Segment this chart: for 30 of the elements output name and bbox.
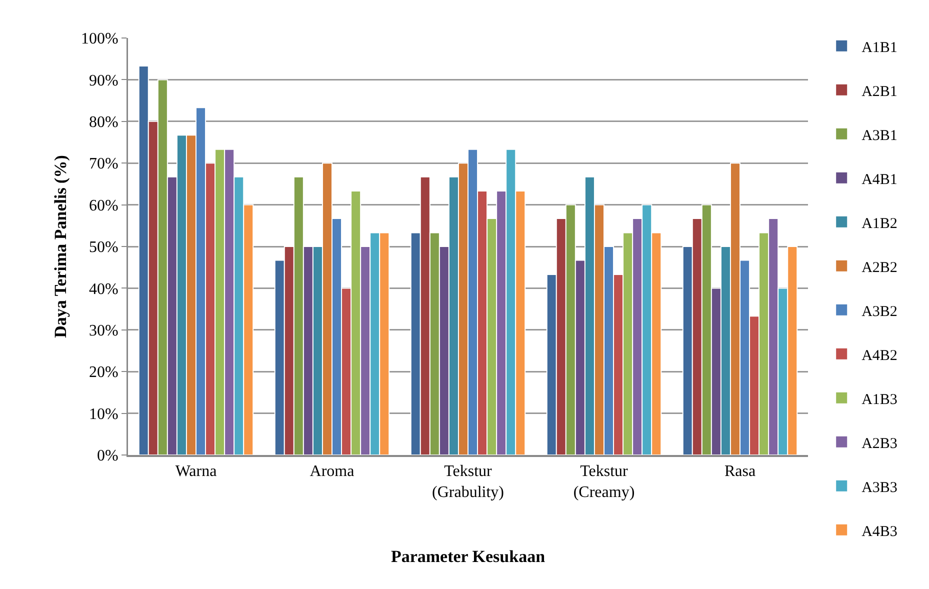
legend-label: A3B3 xyxy=(862,480,898,496)
y-tick-label: 0% xyxy=(96,448,118,465)
legend-label: A1B3 xyxy=(862,392,898,408)
legend-label: A2B2 xyxy=(862,260,898,276)
x-tick-label: Tekstur (Grabulity) xyxy=(432,463,504,501)
legend-label: A4B3 xyxy=(862,524,898,540)
y-tick-label: 80% xyxy=(88,114,118,131)
legend-label: A4B1 xyxy=(862,172,898,188)
x-axis-title: Parameter Kesukaan xyxy=(390,546,546,566)
legend-label: A1B1 xyxy=(862,40,898,56)
x-tick-label: Aroma xyxy=(310,463,354,480)
y-tick-label: 70% xyxy=(88,156,118,173)
x-tick-label: Rasa xyxy=(724,463,756,480)
legend-label: A3B2 xyxy=(862,304,898,320)
legend-label: A2B3 xyxy=(862,436,898,452)
y-tick-label: 60% xyxy=(88,197,118,214)
y-tick-label: 100% xyxy=(80,30,118,48)
y-tick-label: 10% xyxy=(88,406,118,423)
y-tick-label: 40% xyxy=(88,280,118,298)
x-tick-label: Tekstur (Creamy) xyxy=(573,463,635,501)
x-tick-label: Warna xyxy=(175,463,217,480)
y-tick-label: 30% xyxy=(88,322,118,340)
legend-label: A4B2 xyxy=(862,348,898,364)
legend-label: A2B1 xyxy=(862,84,898,100)
y-tick-label: 20% xyxy=(88,364,118,382)
y-axis-title: Daya Terima Panelis (%) xyxy=(50,155,70,338)
y-tick-label: 90% xyxy=(88,72,118,90)
y-tick-label: 50% xyxy=(88,239,118,256)
legend-label: A1B2 xyxy=(862,216,898,232)
legend-label: A3B1 xyxy=(862,128,898,144)
